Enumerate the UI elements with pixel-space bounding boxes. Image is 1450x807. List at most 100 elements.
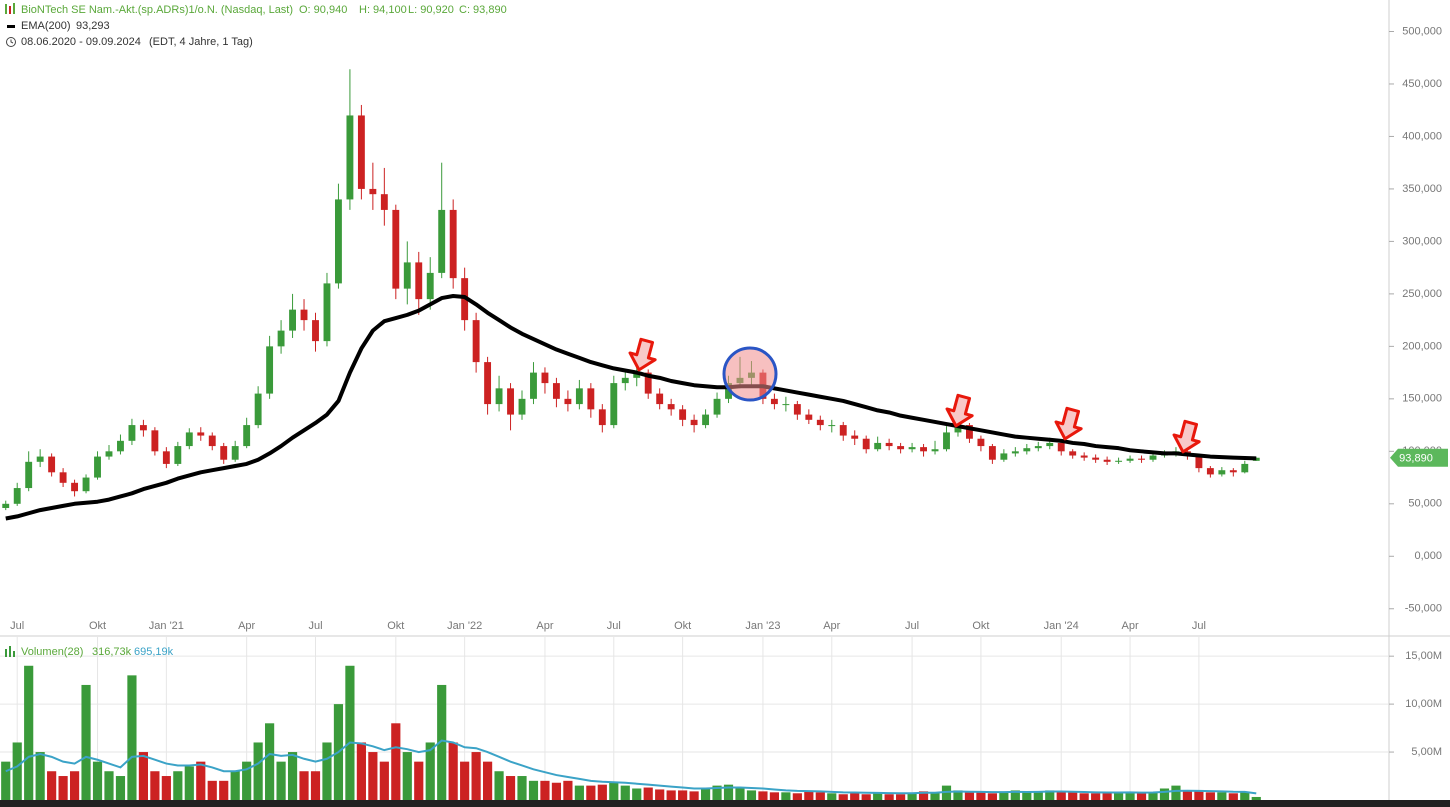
- volume-bar: [976, 792, 986, 800]
- candle-body: [793, 404, 801, 415]
- volume-bar: [597, 784, 607, 800]
- legend-value: 93,293: [76, 20, 110, 32]
- volume-bar: [276, 761, 286, 800]
- candle-body: [770, 398, 778, 405]
- volume-bar: [35, 752, 45, 800]
- arrow: [628, 337, 657, 372]
- volume-bar: [1, 761, 11, 800]
- volume-bar: [643, 787, 653, 800]
- volume-bar: [689, 791, 699, 800]
- candle-body: [1034, 446, 1042, 449]
- volume-bar: [173, 771, 183, 800]
- volume-bar: [402, 752, 412, 800]
- candle-body: [954, 425, 962, 433]
- volume-bar: [1102, 793, 1112, 800]
- volume-bar: [918, 791, 929, 800]
- candle-body: [1057, 442, 1065, 452]
- volume-bar: [104, 771, 114, 800]
- volume-bar: [781, 792, 791, 800]
- y-tick-label: 300,000: [1402, 235, 1442, 247]
- volume-bar: [838, 794, 848, 800]
- arrow: [1172, 419, 1201, 454]
- candle-body: [484, 362, 492, 405]
- candle-body: [943, 432, 950, 450]
- volume-bar: [1182, 790, 1193, 800]
- ohlc-label: C: 93,890: [459, 4, 507, 16]
- volume-bar: [1056, 791, 1066, 800]
- volume-bar: [999, 792, 1009, 800]
- volume-bar: [150, 771, 160, 800]
- candle-body: [656, 393, 664, 405]
- volume-bar: [379, 761, 389, 800]
- volume-bar: [1091, 793, 1101, 800]
- volume-bar: [1136, 793, 1147, 800]
- arrow: [1054, 406, 1083, 441]
- candle-body: [151, 430, 159, 452]
- candle-body: [552, 383, 560, 399]
- x-tick-label: Okt: [674, 620, 691, 632]
- x-tick-label: Apr: [238, 620, 255, 632]
- volume-bar: [1033, 791, 1043, 800]
- volume-bar: [712, 785, 722, 800]
- candle-body: [1206, 468, 1214, 475]
- volume-bar: [1068, 792, 1078, 800]
- candle-body: [220, 446, 228, 460]
- volume-bar: [1148, 792, 1158, 800]
- candle-body: [346, 115, 354, 200]
- x-tick-label: Jan '22: [447, 620, 482, 632]
- candle-body: [277, 330, 285, 347]
- candle-body: [392, 209, 400, 289]
- icon: [13, 3, 15, 14]
- candle-body: [254, 393, 262, 426]
- volume-bar: [24, 665, 34, 800]
- x-tick-label: Okt: [387, 620, 404, 632]
- y-tick-label: 400,000: [1402, 130, 1442, 142]
- volume-bar: [632, 788, 642, 800]
- ema-line: [5, 293, 1257, 521]
- candle-body: [36, 456, 44, 462]
- volume-bar: [196, 761, 206, 800]
- candle-body: [1069, 451, 1077, 456]
- volume-bar: [1159, 788, 1170, 800]
- candle-body: [25, 461, 33, 489]
- y-tick-label: 350,000: [1402, 183, 1442, 195]
- volume-bar: [792, 793, 802, 800]
- ohlc-label: H: 94,100: [359, 4, 407, 16]
- candle-body: [862, 438, 870, 450]
- volume-bar: [815, 792, 825, 800]
- candle-body: [1149, 455, 1157, 460]
- candle-body: [94, 456, 101, 478]
- candle-body: [426, 272, 434, 300]
- y-tick-label: 50,000: [1408, 498, 1442, 510]
- volume-bar: [987, 793, 997, 800]
- x-tick-label: Okt: [972, 620, 989, 632]
- volume-bar: [1125, 792, 1135, 800]
- x-tick-label: Apr: [1122, 620, 1139, 632]
- volume-bar: [230, 771, 240, 800]
- volume-average: 695,19k: [134, 646, 174, 658]
- candle-body: [920, 447, 927, 452]
- x-tick-label: Jan '24: [1044, 620, 1079, 632]
- volume-bar: [1240, 792, 1250, 800]
- candle-body: [243, 425, 251, 447]
- volume-bar: [1251, 796, 1261, 800]
- candle-body: [323, 283, 331, 342]
- icon: [13, 651, 15, 657]
- candle-body: [174, 446, 182, 464]
- volume-bar: [448, 742, 458, 800]
- candle-body: [71, 482, 79, 492]
- icon: [9, 6, 11, 14]
- volume-bar: [769, 792, 779, 800]
- volume-bar: [1114, 792, 1124, 800]
- candle-body: [587, 388, 595, 410]
- volume-average-line: [5, 739, 1257, 795]
- volume-bar: [81, 684, 91, 800]
- volume-bar: [356, 742, 366, 800]
- candle-body: [713, 398, 721, 415]
- x-tick-label: Jan '23: [745, 620, 780, 632]
- candle-body: [357, 115, 365, 189]
- volume-bar: [414, 761, 424, 800]
- candle-body: [897, 446, 905, 450]
- volume-bar: [391, 723, 401, 800]
